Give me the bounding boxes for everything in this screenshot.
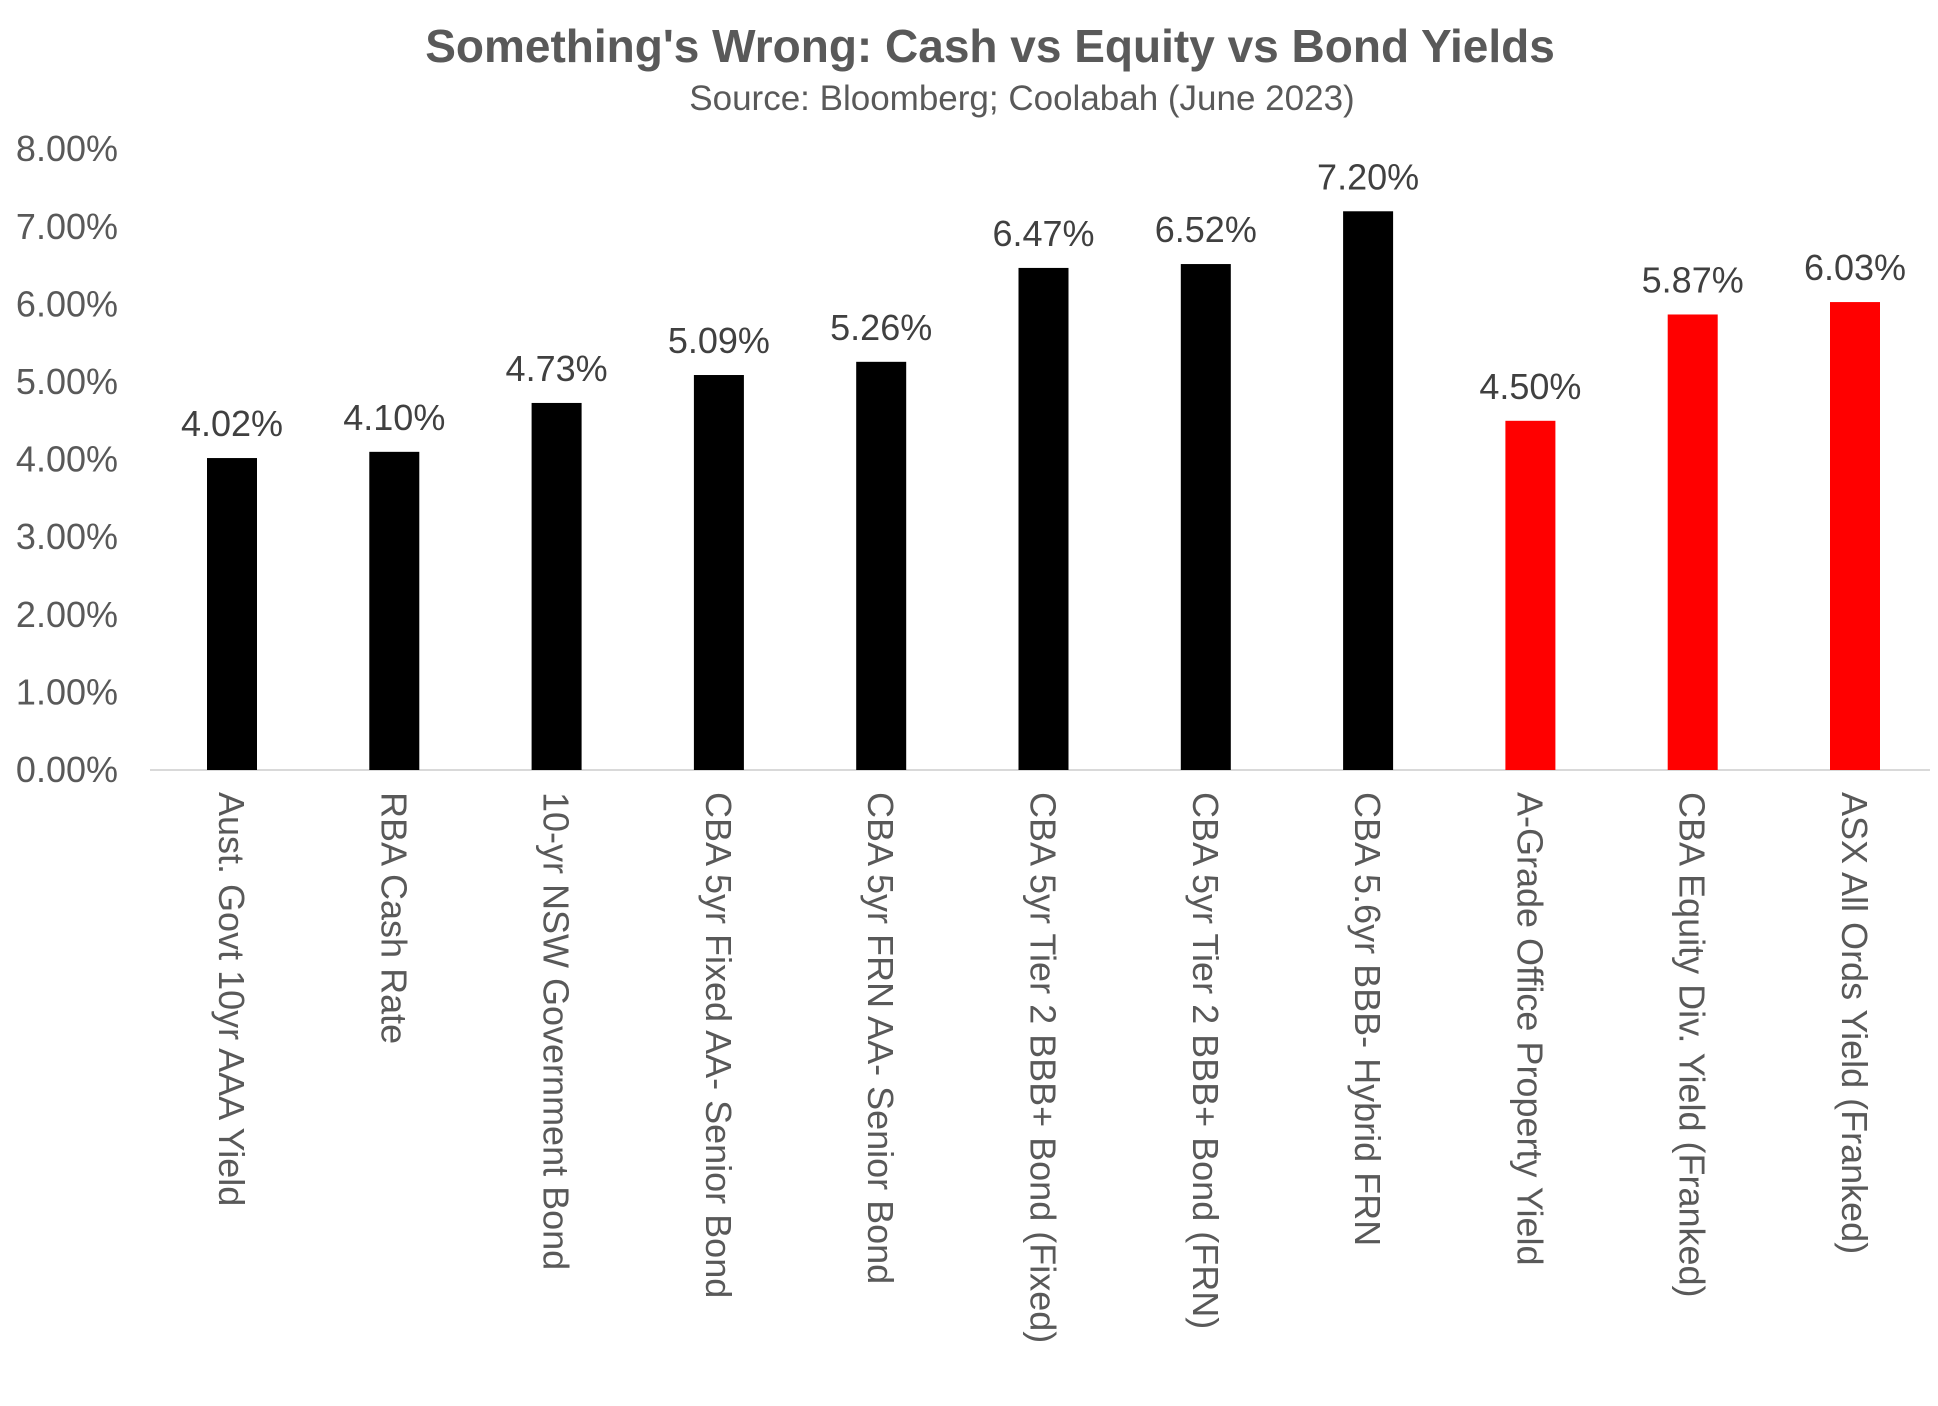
data-labels-group: 4.02% 4.10% 4.73% 5.09% 5.26% 6.47% 6.52% 7.20%… [181, 156, 1906, 444]
x-axis-ticks: Aust. Govt 10yr AAA Yield RBA Cash Rate 10… [211, 792, 1875, 1343]
bar [856, 361, 907, 770]
y-tick-label: 0.00% [16, 749, 118, 790]
data-label: 6.03% [1804, 247, 1906, 288]
bar [1667, 314, 1718, 770]
bar [1180, 264, 1231, 770]
x-tick-label: Aust. Govt 10yr AAA Yield [211, 792, 252, 1206]
bar [1343, 211, 1394, 770]
data-label: 4.10% [343, 397, 445, 438]
x-tick-label: ASX All Ords Yield (Franked) [1834, 792, 1875, 1254]
bar [1505, 420, 1556, 770]
data-label: 5.09% [668, 320, 770, 361]
x-tick-label: CBA 5yr Tier 2 BBB+ Bond (Fixed) [1023, 792, 1064, 1343]
data-label: 6.47% [992, 213, 1094, 254]
x-tick-label: CBA 5.6yr BBB- Hybrid FRN [1347, 792, 1388, 1246]
y-tick-label: 5.00% [16, 361, 118, 402]
x-tick-label: CBA 5yr FRN AA- Senior Bond [860, 792, 901, 1284]
y-axis-ticks: 0.00% 1.00% 2.00% 3.00% 4.00% 5.00% 6.00% 7.00%… [16, 128, 118, 790]
data-label: 5.26% [830, 307, 932, 348]
x-tick-label: CBA Equity Div. Yield (Franked) [1672, 792, 1713, 1298]
bar [1018, 267, 1069, 770]
bar [693, 375, 744, 770]
data-label: 7.20% [1317, 156, 1419, 197]
y-tick-label: 4.00% [16, 439, 118, 480]
x-tick-label: A-Grade Office Property Yield [1509, 792, 1550, 1266]
chart-title: Something's Wrong: Cash vs Equity vs Bon… [425, 20, 1555, 72]
data-label: 5.87% [1642, 259, 1744, 300]
bar [207, 458, 257, 770]
y-tick-label: 1.00% [16, 671, 118, 712]
x-tick-label: CBA 5yr Tier 2 BBB+ Bond (FRN) [1185, 792, 1226, 1329]
chart-subtitle: Source: Bloomberg; Coolabah (June 2023) [689, 79, 1354, 118]
bars-group [207, 211, 1880, 770]
y-tick-label: 2.00% [16, 594, 118, 635]
y-tick-label: 6.00% [16, 283, 118, 324]
x-tick-label: 10-yr NSW Government Bond [536, 792, 577, 1270]
data-label: 4.73% [506, 348, 608, 389]
bar [369, 451, 420, 770]
data-label: 4.02% [181, 403, 283, 444]
bar [531, 402, 582, 770]
x-tick-label: RBA Cash Rate [373, 792, 414, 1044]
y-tick-label: 8.00% [16, 128, 118, 169]
x-tick-label: CBA 5yr Fixed AA- Senior Bond [698, 792, 739, 1298]
bar [1830, 302, 1880, 770]
y-tick-label: 7.00% [16, 206, 118, 247]
data-label: 6.52% [1155, 209, 1257, 250]
y-tick-label: 3.00% [16, 516, 118, 557]
data-label: 4.50% [1479, 366, 1581, 407]
